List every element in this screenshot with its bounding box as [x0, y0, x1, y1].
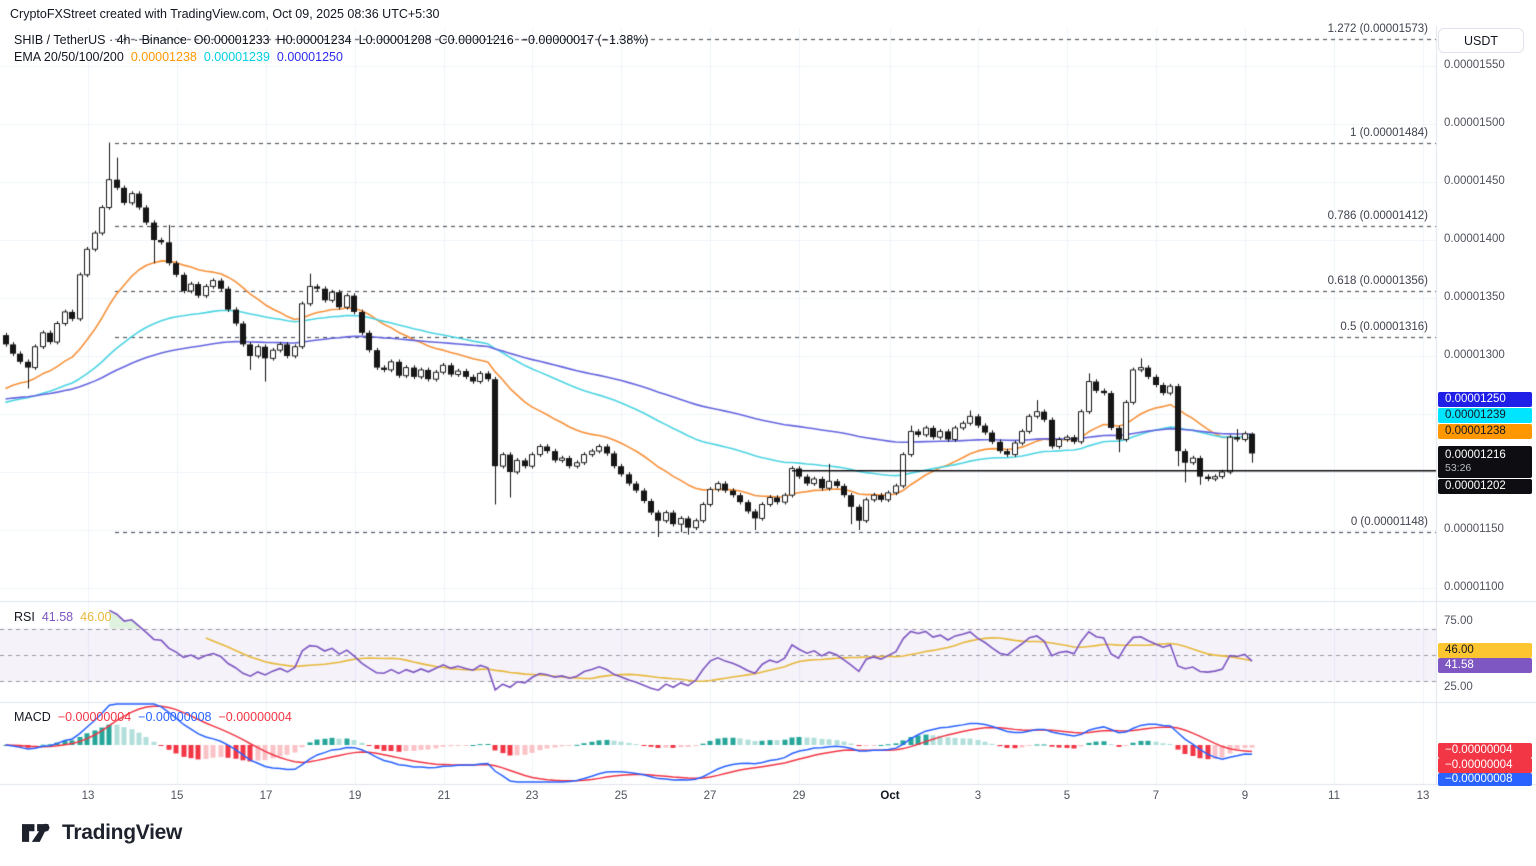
symbol-title[interactable]: SHIB / TetherUS · 4h · Binance [14, 33, 187, 47]
symbol-legend[interactable]: SHIB / TetherUS · 4h · Binance O0.0000123… [14, 33, 656, 47]
rsi-ma-badge: 46.00 [1438, 643, 1532, 658]
rsi-value: 41.58 [41, 610, 74, 624]
macd-line-badge: −0.00000008 [1438, 773, 1532, 786]
fib-level-label: 1.272 (0.00001573) [1327, 23, 1428, 36]
time-axis-label: 15 [170, 790, 184, 802]
time-axis-label: 25 [614, 790, 628, 802]
ohlc-high: H0.00001234 [276, 33, 352, 47]
ema20-badge: 0.00001238 [1438, 424, 1532, 439]
currency-toggle-button[interactable]: USDT [1438, 28, 1524, 53]
time-axis-label: 13 [81, 790, 95, 802]
price-axis-tick: 0.00001400 [1444, 233, 1505, 245]
fib-level-label: 0.786 (0.00001412) [1327, 210, 1428, 223]
time-axis-label: 23 [525, 790, 539, 802]
fib-level-label: 0 (0.00001148) [1350, 516, 1428, 529]
rsi-axis-tick: 25.00 [1444, 681, 1473, 693]
time-axis-label: 19 [348, 790, 362, 802]
rsi-legend-label[interactable]: RSI [14, 610, 35, 624]
price-axis-tick: 0.00001150 [1444, 523, 1504, 535]
macd-line-value: −0.00000008 [138, 710, 212, 724]
tradingview-logo-text: TradingView [62, 821, 183, 844]
ohlc-low: L0.00001208 [358, 33, 432, 47]
ema200-value: 0.00001250 [276, 50, 343, 64]
time-axis-label: 27 [703, 790, 717, 802]
ema50-badge: 0.00001239 [1438, 408, 1532, 423]
ohlc-change: −0.00000017 (−1.38%) [520, 33, 649, 47]
time-axis-label: 3 [974, 790, 982, 802]
time-axis-label: 29 [792, 790, 806, 802]
time-axis-label: 11 [1328, 790, 1340, 802]
fib-level-label: 1 (0.00001484) [1349, 126, 1428, 139]
macd-legend[interactable]: MACD −0.00000004 −0.00000008 −0.00000004 [14, 710, 299, 724]
rsi-badge: 41.58 [1438, 658, 1532, 673]
time-axis-label: 9 [1241, 790, 1249, 802]
macd-signal-badge: −0.00000004 [1438, 743, 1532, 758]
price-axis-tick: 0.00001100 [1444, 581, 1504, 593]
macd-legend-label[interactable]: MACD [14, 710, 51, 724]
price-axis-tick: 0.00001500 [1444, 117, 1505, 129]
ema-legend-label[interactable]: EMA 20/50/100/200 [14, 50, 124, 64]
fib-level-label: 0.618 (0.00001356) [1327, 275, 1428, 288]
ema50-value: 0.00001239 [203, 50, 270, 64]
time-axis-label: Oct [880, 790, 900, 802]
price-axis-tick: 0.00001550 [1444, 59, 1505, 71]
price-axis-tick: 0.00001300 [1444, 349, 1505, 361]
macd-hist-value: −0.00000004 [57, 710, 132, 724]
rsi-legend[interactable]: RSI 41.58 46.00 [14, 610, 118, 624]
rsi-axis-tick: 75.00 [1444, 615, 1473, 627]
price-axis-tick: 0.00001450 [1444, 175, 1505, 187]
time-axis-label: 17 [259, 790, 273, 802]
tradingview-logo-icon [22, 823, 50, 842]
tradingview-logo[interactable]: TradingView [22, 820, 182, 846]
line-price-badge: 0.00001202 [1438, 479, 1532, 494]
ema20-value: 0.00001238 [130, 50, 197, 64]
macd-signal-value: −0.00000004 [218, 710, 292, 724]
price-axis-tick: 0.00001350 [1444, 291, 1505, 303]
ohlc-close: C0.00001216 [438, 33, 514, 47]
time-axis-label: 13 [1416, 790, 1430, 802]
watermark: CryptoFXStreet created with TradingView.… [10, 7, 440, 21]
rsi-ma-value: 46.00 [80, 610, 112, 624]
macd-hist-badge: −0.00000004 [1438, 758, 1532, 773]
time-axis-label: 7 [1152, 790, 1160, 802]
ema200-badge: 0.00001250 [1438, 392, 1532, 407]
ema-legend[interactable]: EMA 20/50/100/200 0.00001238 0.00001239 0.0… [14, 50, 350, 64]
last-price-countdown-badge: 0.00001216 53:26 [1438, 446, 1532, 478]
time-axis-label: 21 [437, 790, 451, 802]
time-axis-label: 5 [1063, 790, 1071, 802]
fib-level-label: 0.5 (0.00001316) [1340, 321, 1428, 334]
ohlc-open: O0.00001233 [193, 33, 270, 47]
